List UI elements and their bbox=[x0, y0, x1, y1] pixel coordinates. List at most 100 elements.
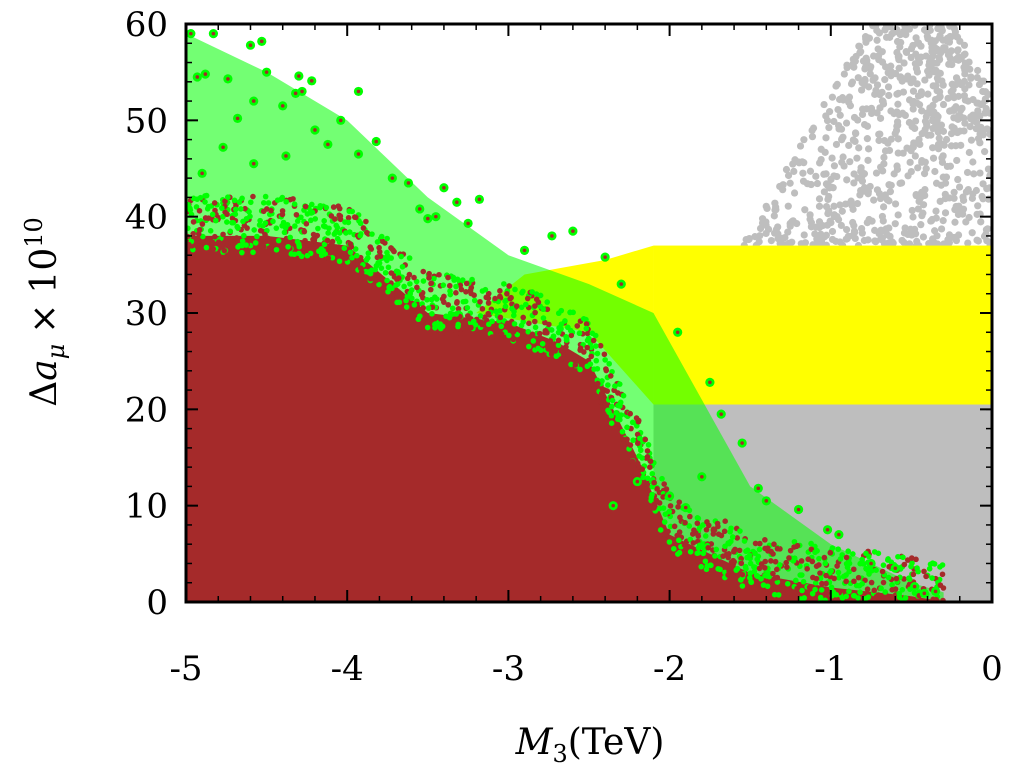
green-point bbox=[357, 232, 364, 239]
gray-point bbox=[843, 61, 851, 69]
green-point bbox=[274, 197, 281, 203]
gray-point bbox=[902, 48, 910, 56]
brown-point bbox=[851, 578, 857, 585]
green-point bbox=[341, 245, 348, 251]
green-point bbox=[349, 254, 355, 261]
brown-point bbox=[761, 564, 768, 571]
brown-point bbox=[211, 200, 218, 206]
gray-point bbox=[830, 162, 839, 170]
brown-point bbox=[504, 291, 510, 297]
gray-point bbox=[894, 135, 902, 143]
green-point bbox=[220, 213, 226, 220]
gray-point bbox=[944, 94, 952, 102]
gray-point bbox=[863, 218, 871, 227]
gray-point bbox=[800, 231, 808, 239]
green-point bbox=[296, 250, 302, 257]
green-point bbox=[865, 594, 872, 600]
brown-point bbox=[682, 554, 688, 560]
gray-point bbox=[806, 167, 815, 175]
brown-point bbox=[694, 520, 701, 527]
brown-point bbox=[772, 575, 779, 581]
brown-point bbox=[772, 558, 779, 565]
gray-point bbox=[934, 113, 942, 121]
brown-point bbox=[910, 571, 917, 578]
green-point bbox=[291, 251, 298, 258]
gray-point bbox=[881, 76, 889, 84]
brown-point bbox=[228, 245, 235, 251]
gray-point bbox=[917, 221, 925, 229]
brown-point bbox=[220, 231, 226, 238]
y-tick-label: 50 bbox=[125, 101, 168, 141]
gray-point bbox=[946, 162, 955, 170]
brown-point-center bbox=[280, 104, 285, 108]
green-point bbox=[885, 574, 892, 581]
brown-point-center bbox=[477, 197, 482, 202]
gray-point bbox=[983, 185, 991, 193]
brown-point bbox=[722, 518, 728, 524]
brown-point bbox=[710, 526, 717, 532]
brown-point bbox=[709, 567, 716, 574]
green-point bbox=[275, 237, 282, 244]
brown-region bbox=[186, 235, 936, 602]
gray-point bbox=[963, 168, 972, 177]
gray-point bbox=[955, 183, 964, 191]
gray-point bbox=[918, 107, 926, 115]
gray-point bbox=[967, 74, 975, 82]
brown-point bbox=[310, 231, 317, 238]
green-point bbox=[790, 558, 797, 564]
gray-point bbox=[938, 158, 947, 166]
brown-point bbox=[508, 294, 514, 301]
brown-point bbox=[504, 320, 511, 327]
brown-point-center bbox=[235, 116, 240, 121]
gray-point bbox=[875, 136, 883, 145]
brown-point-center bbox=[700, 474, 704, 479]
green-point bbox=[608, 420, 615, 427]
green-point bbox=[384, 235, 390, 242]
brown-point bbox=[209, 239, 216, 246]
brown-point bbox=[441, 299, 447, 305]
brown-point bbox=[268, 207, 274, 214]
brown-point-center bbox=[309, 79, 314, 83]
brown-point bbox=[418, 292, 425, 298]
green-point bbox=[639, 455, 645, 461]
green-point bbox=[232, 211, 239, 217]
brown-point bbox=[827, 549, 834, 556]
brown-point bbox=[786, 555, 792, 561]
green-point bbox=[880, 562, 887, 568]
brown-point bbox=[497, 314, 504, 321]
green-point bbox=[828, 584, 835, 591]
gray-point bbox=[781, 233, 789, 242]
green-point bbox=[424, 296, 430, 303]
gray-point bbox=[899, 88, 908, 96]
gray-point bbox=[837, 125, 846, 133]
green-point bbox=[254, 233, 260, 240]
brown-point bbox=[205, 215, 212, 221]
brown-point bbox=[843, 554, 850, 561]
brown-point bbox=[879, 568, 886, 575]
green-point bbox=[563, 333, 569, 340]
brown-point bbox=[367, 275, 374, 282]
green-point bbox=[262, 193, 269, 200]
gray-point bbox=[927, 61, 935, 69]
green-point bbox=[287, 234, 293, 241]
green-point bbox=[583, 325, 590, 332]
brown-point bbox=[644, 448, 651, 454]
green-point bbox=[576, 330, 583, 337]
green-point bbox=[822, 560, 829, 567]
brown-point bbox=[872, 595, 879, 602]
brown-point bbox=[463, 289, 469, 295]
green-point bbox=[671, 546, 677, 552]
brown-point bbox=[450, 324, 457, 330]
green-point bbox=[667, 523, 674, 530]
gray-point bbox=[933, 232, 941, 240]
green-point bbox=[477, 313, 484, 319]
gray-point bbox=[929, 144, 937, 152]
brown-point bbox=[388, 270, 395, 276]
gray-point bbox=[937, 225, 946, 233]
brown-point bbox=[850, 566, 857, 573]
gray-point bbox=[815, 223, 823, 232]
brown-point bbox=[621, 443, 628, 450]
gray-point bbox=[784, 171, 793, 180]
green-point bbox=[294, 238, 301, 245]
gray-point bbox=[803, 180, 811, 188]
